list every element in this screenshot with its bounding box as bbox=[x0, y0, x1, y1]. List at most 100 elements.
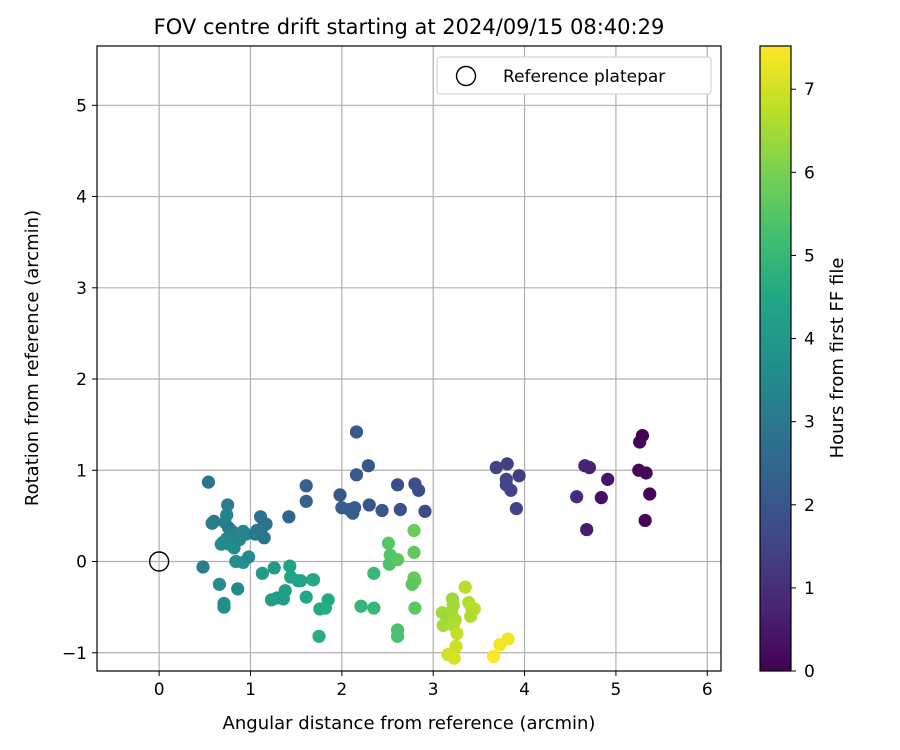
y-tick-label: 2 bbox=[76, 370, 87, 390]
data-point bbox=[361, 459, 375, 473]
data-point bbox=[318, 601, 333, 615]
colorbar-tick-label: 4 bbox=[804, 330, 815, 350]
data-point bbox=[306, 573, 320, 587]
data-point bbox=[447, 651, 461, 665]
data-point bbox=[411, 483, 426, 497]
chart-title: FOV centre drift starting at 2024/09/15 … bbox=[154, 15, 665, 39]
data-point bbox=[393, 502, 407, 517]
data-point bbox=[283, 559, 297, 573]
x-axis-label: Angular distance from reference (arcmin) bbox=[223, 713, 596, 734]
y-axis-ticks: −1 0 1 2 3 4 5 bbox=[62, 96, 97, 664]
data-point bbox=[464, 609, 478, 623]
data-points bbox=[148, 425, 657, 665]
data-point bbox=[367, 601, 381, 615]
data-point bbox=[196, 560, 210, 574]
data-point bbox=[500, 457, 514, 471]
y-tick-label: −1 bbox=[62, 644, 87, 664]
data-point bbox=[489, 460, 503, 475]
x-tick-label: 1 bbox=[245, 680, 256, 700]
data-point bbox=[601, 472, 615, 486]
data-point bbox=[486, 649, 501, 664]
data-point bbox=[217, 600, 231, 614]
data-point bbox=[348, 501, 362, 515]
y-axis-label: Rotation from reference (arcmin) bbox=[22, 210, 43, 506]
data-point bbox=[248, 527, 262, 541]
x-tick-label: 5 bbox=[611, 680, 622, 700]
colorbar-label: Hours from first FF file bbox=[827, 258, 848, 459]
data-point bbox=[504, 483, 518, 497]
colorbar-tick-label: 3 bbox=[804, 413, 815, 433]
data-point bbox=[449, 639, 463, 653]
data-point bbox=[299, 590, 313, 604]
data-point bbox=[408, 601, 422, 615]
data-point bbox=[299, 479, 313, 493]
data-point bbox=[407, 545, 421, 559]
data-point bbox=[436, 618, 450, 632]
data-point bbox=[512, 469, 526, 483]
x-tick-label: 2 bbox=[336, 680, 347, 700]
y-tick-label: 0 bbox=[76, 553, 87, 573]
data-point bbox=[458, 580, 472, 594]
colorbar-tick-label: 2 bbox=[804, 496, 815, 516]
colorbar-tick-label: 6 bbox=[804, 163, 815, 183]
data-point bbox=[580, 522, 594, 537]
y-tick-label: 3 bbox=[76, 279, 87, 299]
data-point bbox=[390, 478, 405, 492]
data-point bbox=[367, 566, 381, 580]
data-point bbox=[643, 487, 657, 501]
data-point bbox=[633, 435, 647, 449]
data-point bbox=[201, 475, 216, 489]
data-point bbox=[570, 490, 584, 504]
data-point bbox=[255, 566, 269, 580]
colorbar-tick-label: 5 bbox=[804, 246, 815, 266]
legend-box bbox=[436, 56, 712, 95]
x-tick-label: 0 bbox=[154, 680, 165, 700]
data-point bbox=[509, 501, 523, 516]
data-point bbox=[638, 513, 652, 528]
x-tick-label: 4 bbox=[519, 680, 530, 700]
reference-point-marker bbox=[148, 551, 170, 572]
y-tick-label: 4 bbox=[76, 188, 87, 208]
data-point bbox=[381, 536, 396, 550]
data-point bbox=[312, 629, 326, 643]
data-point bbox=[390, 629, 405, 643]
data-point bbox=[349, 468, 364, 482]
data-point bbox=[242, 550, 256, 564]
data-point bbox=[264, 593, 279, 607]
data-point bbox=[594, 491, 608, 505]
plot-area-frame bbox=[96, 45, 722, 672]
data-point bbox=[362, 498, 376, 512]
data-point bbox=[418, 504, 432, 518]
data-point bbox=[407, 523, 421, 538]
data-point bbox=[405, 577, 419, 591]
data-point bbox=[582, 460, 597, 475]
data-point bbox=[639, 466, 653, 480]
colorbar-gradient bbox=[759, 45, 792, 672]
data-point bbox=[354, 599, 368, 613]
colorbar-tick-label: 0 bbox=[804, 662, 815, 682]
data-point bbox=[349, 425, 364, 439]
x-tick-label: 6 bbox=[702, 680, 713, 700]
data-point bbox=[450, 626, 464, 641]
data-point bbox=[294, 574, 308, 588]
colorbar-ticks: 0 1 2 3 4 5 6 7 bbox=[791, 80, 815, 682]
colorbar-tick-label: 1 bbox=[804, 579, 815, 599]
y-tick-label: 5 bbox=[76, 96, 87, 116]
data-point bbox=[375, 503, 389, 518]
colorbar: 0 1 2 3 4 5 6 7 Hours from first FF file bbox=[759, 45, 848, 682]
legend: Reference platepar bbox=[436, 56, 712, 95]
data-point bbox=[221, 498, 235, 512]
grid-lines bbox=[97, 46, 721, 671]
data-point bbox=[239, 527, 253, 541]
data-point bbox=[205, 516, 219, 530]
y-tick-label: 1 bbox=[76, 461, 87, 481]
data-point bbox=[231, 582, 245, 596]
x-tick-label: 3 bbox=[428, 680, 439, 700]
data-point bbox=[267, 561, 281, 575]
data-point bbox=[333, 488, 347, 502]
data-point bbox=[282, 510, 296, 524]
colorbar-tick-label: 7 bbox=[804, 80, 815, 100]
data-point bbox=[278, 584, 292, 598]
data-point bbox=[259, 517, 273, 531]
